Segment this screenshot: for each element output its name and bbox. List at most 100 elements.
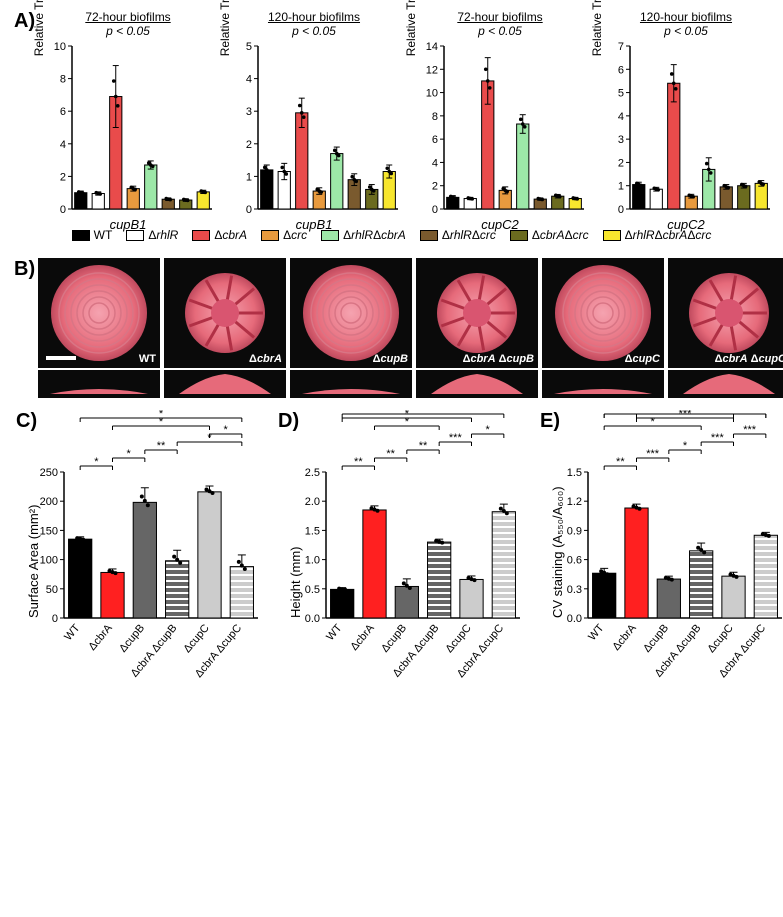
svg-text:10: 10: [54, 41, 66, 53]
colony-image: ΔcbrA: [164, 258, 286, 398]
chart-title: 72-hour biofilms: [38, 10, 218, 24]
chart-title: 120-hour biofilms: [224, 10, 404, 24]
svg-text:*: *: [94, 456, 99, 468]
svg-text:5: 5: [618, 88, 624, 100]
svg-text:5: 5: [246, 41, 252, 53]
svg-text:*: *: [421, 410, 426, 416]
svg-text:3: 3: [618, 134, 624, 146]
y-axis-label: Relative Transcript Level (AU): [590, 0, 604, 57]
chart-pval: p < 0.05: [224, 24, 404, 38]
panel-a-chart: 120-hour biofilms p < 0.05 Relative Tran…: [596, 10, 776, 220]
svg-text:200: 200: [40, 496, 58, 508]
y-axis-label: Relative Transcript Level (AU): [404, 0, 418, 57]
colony-label: WT: [139, 353, 156, 365]
svg-text:3: 3: [246, 106, 252, 118]
svg-text:8: 8: [432, 111, 438, 123]
svg-text:6: 6: [60, 106, 66, 118]
colony-image: ΔcupB: [290, 258, 412, 398]
svg-text:2: 2: [618, 157, 624, 169]
svg-text:2: 2: [60, 171, 66, 183]
svg-text:8: 8: [60, 74, 66, 86]
x-axis-label: cupB1: [224, 217, 404, 232]
svg-text:0: 0: [432, 204, 438, 215]
panel-b-label: B): [14, 258, 35, 281]
svg-text:1.5: 1.5: [305, 525, 320, 537]
svg-text:0.9: 0.9: [567, 525, 582, 537]
chart-pval: p < 0.05: [596, 24, 776, 38]
svg-text:250: 250: [40, 467, 58, 479]
svg-text:0.5: 0.5: [305, 584, 320, 596]
svg-text:0.3: 0.3: [567, 584, 582, 596]
svg-text:6: 6: [618, 64, 624, 76]
svg-text:ΔcbrA: ΔcbrA: [86, 622, 115, 653]
chart-pval: p < 0.05: [410, 24, 590, 38]
x-axis-label: cupB1: [38, 217, 218, 232]
svg-text:ΔcbrA: ΔcbrA: [610, 622, 639, 653]
y-axis-label: Relative Transcript Level (AU): [32, 0, 46, 57]
svg-text:ΔcupC: ΔcupC: [443, 622, 473, 655]
svg-text:WT: WT: [586, 622, 606, 643]
panel-a-chart: 72-hour biofilms p < 0.05 Relative Trans…: [38, 10, 218, 220]
svg-text:ΔcupC: ΔcupC: [705, 622, 735, 655]
svg-text:**: **: [616, 456, 625, 468]
panel-e: E) CV staining (A₅₅₀/A₆₀₀) 0.00.30.60.91…: [540, 410, 783, 690]
y-axis-label: CV staining (A₅₅₀/A₆₀₀): [550, 486, 565, 618]
svg-text:ΔcupB: ΔcupB: [117, 622, 147, 655]
svg-text:1: 1: [246, 171, 252, 183]
svg-text:*: *: [683, 410, 688, 416]
colony-label: ΔcupB: [373, 353, 408, 365]
panel-a-chart: 120-hour biofilms p < 0.05 Relative Tran…: [224, 10, 404, 220]
svg-text:2.0: 2.0: [305, 496, 320, 508]
svg-text:*: *: [224, 424, 229, 436]
svg-text:4: 4: [618, 111, 624, 123]
svg-text:*: *: [486, 424, 491, 436]
scalebar: [46, 356, 76, 360]
svg-text:150: 150: [40, 525, 58, 537]
svg-text:1.0: 1.0: [305, 555, 320, 567]
svg-text:0.0: 0.0: [305, 613, 320, 625]
colony-image: WT: [38, 258, 160, 398]
svg-text:12: 12: [426, 64, 438, 76]
svg-text:ΔcupC: ΔcupC: [181, 622, 211, 655]
svg-text:***: ***: [743, 424, 757, 436]
svg-text:2: 2: [246, 139, 252, 151]
svg-text:***: ***: [449, 432, 463, 444]
svg-text:ΔcupB: ΔcupB: [379, 622, 409, 655]
svg-text:*: *: [667, 410, 672, 416]
svg-text:*: *: [127, 448, 132, 460]
svg-text:50: 50: [46, 584, 58, 596]
svg-text:WT: WT: [324, 622, 344, 643]
svg-text:6: 6: [432, 134, 438, 146]
svg-text:2: 2: [432, 181, 438, 193]
svg-text:***: ***: [646, 448, 660, 460]
svg-text:7: 7: [618, 41, 624, 53]
svg-text:ΔcupB: ΔcupB: [641, 622, 671, 655]
colony-label: ΔcbrA ΔcupB: [463, 353, 534, 365]
svg-text:0: 0: [60, 204, 66, 215]
svg-text:**: **: [419, 440, 428, 452]
panel-a-chart: 72-hour biofilms p < 0.05 Relative Trans…: [410, 10, 590, 220]
svg-text:**: **: [157, 440, 166, 452]
svg-text:*: *: [405, 410, 410, 420]
chart-title: 72-hour biofilms: [410, 10, 590, 24]
panel-c: C) Surface Area (mm²) 050100150200250***…: [16, 410, 266, 690]
svg-text:0: 0: [618, 204, 624, 215]
svg-text:0.0: 0.0: [567, 613, 582, 625]
chart-title: 120-hour biofilms: [596, 10, 776, 24]
svg-text:10: 10: [426, 88, 438, 100]
svg-text:0.6: 0.6: [567, 555, 582, 567]
svg-text:4: 4: [60, 139, 66, 151]
svg-text:14: 14: [426, 41, 438, 53]
panel-a-charts: 72-hour biofilms p < 0.05 Relative Trans…: [10, 10, 773, 220]
x-axis-label: cupC2: [596, 217, 776, 232]
panel-cde: C) Surface Area (mm²) 050100150200250***…: [10, 410, 773, 690]
svg-text:**: **: [697, 410, 706, 416]
svg-text:0: 0: [246, 204, 252, 215]
svg-text:0: 0: [52, 613, 58, 625]
x-axis-label: cupC2: [410, 217, 590, 232]
svg-text:**: **: [354, 456, 363, 468]
panel-d: D) Height (mm) 0.00.51.01.52.02.5*******…: [278, 410, 528, 690]
svg-text:100: 100: [40, 555, 58, 567]
y-axis-label: Height (mm): [288, 546, 303, 618]
colony-image: ΔcupC: [542, 258, 664, 398]
